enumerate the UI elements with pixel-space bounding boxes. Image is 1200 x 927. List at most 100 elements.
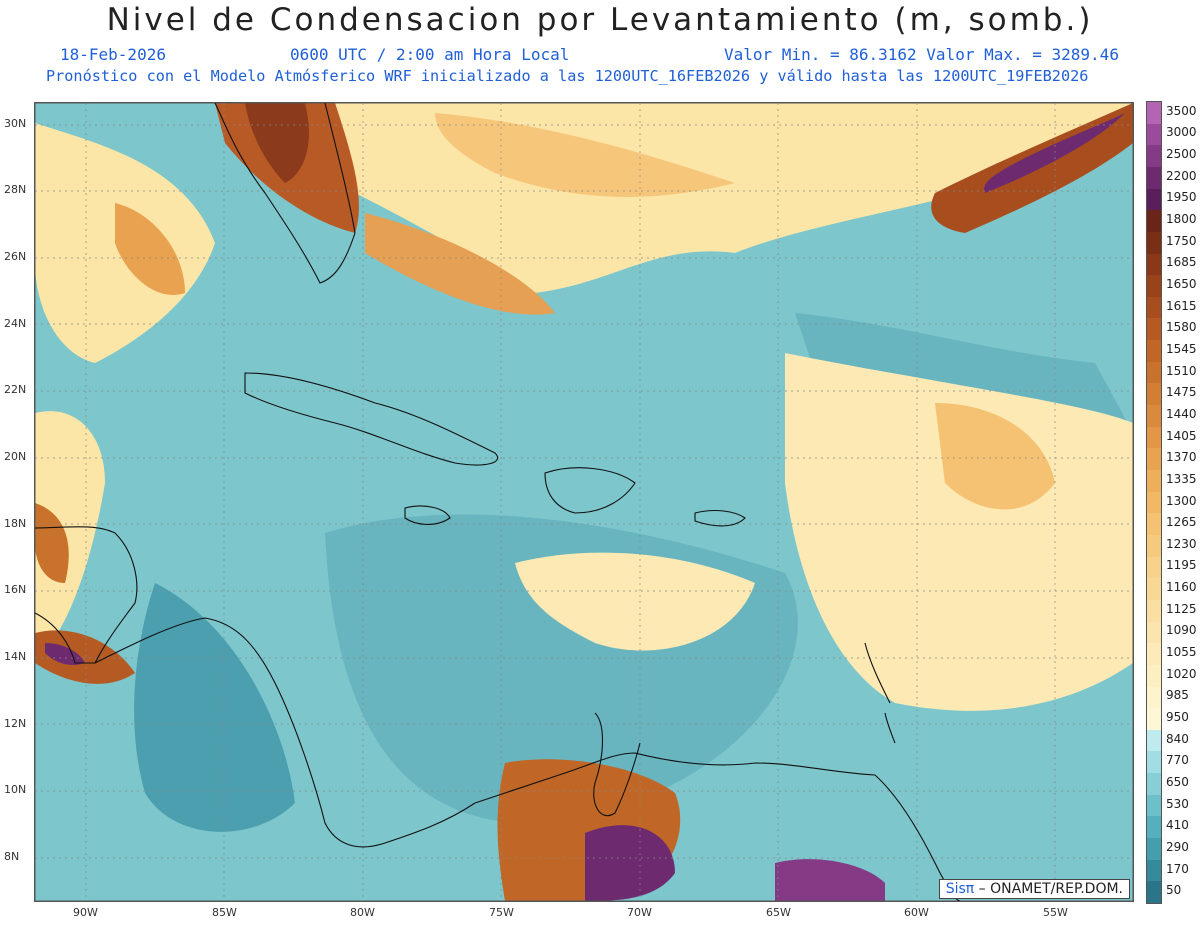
colorbar-label: 1685 [1166, 255, 1197, 270]
lat-label: 26N [4, 250, 27, 263]
colorbar-label: 1160 [1166, 580, 1197, 595]
colorbar-label: 290 [1166, 839, 1189, 854]
guatemala-peak [45, 643, 85, 665]
colorbar-label: 1370 [1166, 450, 1197, 465]
colorbar-label: 1615 [1166, 298, 1197, 313]
colorbar-swatch [1147, 816, 1161, 839]
colorbar-swatch [1147, 578, 1161, 601]
colorbar-swatch [1147, 426, 1161, 449]
colorbar-label: 1230 [1166, 536, 1197, 551]
credit-brand: Sisπ [945, 881, 975, 897]
lon-label: 65W [766, 906, 791, 919]
east-caribbean-high [785, 353, 1133, 711]
value-range: Valor Min. = 86.3162 Valor Max. = 3289.4… [724, 45, 1119, 64]
yucatan-high [35, 411, 105, 663]
yucatan-core [35, 503, 69, 583]
colorbar-swatch [1147, 383, 1161, 406]
low-lcl-central-america [134, 583, 295, 832]
colorbar-swatch [1147, 664, 1161, 687]
colorbar-swatch [1147, 751, 1161, 774]
south-peak [775, 859, 885, 901]
lat-label: 14N [4, 650, 27, 663]
colorbar-label: 170 [1166, 861, 1189, 876]
colorbar-label: 3000 [1166, 125, 1197, 140]
colorbar-label: 840 [1166, 731, 1189, 746]
colorbar-label: 1510 [1166, 363, 1197, 378]
colorbar-label: 1475 [1166, 385, 1197, 400]
venezuela-peak [585, 825, 675, 901]
colorbar-label: 1650 [1166, 277, 1197, 291]
guatemala-high [35, 630, 135, 684]
colorbar-label: 1020 [1166, 666, 1197, 681]
colorbar-label: 1300 [1166, 493, 1197, 508]
colorbar-label: 650 [1166, 774, 1189, 789]
colorbar-swatch [1147, 253, 1161, 276]
lat-label: 28N [4, 183, 27, 196]
colorbar-swatch [1147, 318, 1161, 341]
forecast-date: 18-Feb-2026 [60, 45, 166, 64]
ne-peak [984, 113, 1125, 193]
lat-label: 20N [4, 450, 27, 463]
colorbar-label: 1195 [1166, 558, 1197, 573]
colorbar-label: 1580 [1166, 320, 1197, 335]
colorbar-label: 985 [1166, 688, 1189, 703]
lon-label: 75W [489, 906, 514, 919]
lat-label: 18N [4, 517, 27, 530]
lon-label: 70W [627, 906, 652, 919]
colorbar-label: 410 [1166, 818, 1189, 833]
colorbar-swatch [1147, 513, 1161, 536]
warm-band-north [435, 113, 735, 197]
colorbar-label: 770 [1166, 753, 1189, 768]
colorbar-label: 1545 [1166, 341, 1197, 356]
colorbar-swatch [1147, 123, 1161, 146]
colorbar-swatch [1147, 686, 1161, 709]
florida-core [245, 103, 309, 183]
colorbar-swatch [1147, 773, 1161, 796]
lat-label: 22N [4, 383, 27, 396]
colorbar-swatch [1147, 102, 1161, 125]
colorbar-label: 1265 [1166, 515, 1197, 530]
colorbar-label: 1440 [1166, 406, 1197, 421]
colorbar-swatch [1147, 838, 1161, 861]
lat-label: 8N [4, 850, 20, 863]
colorbar-label: 1950 [1166, 190, 1197, 205]
coastlines [35, 103, 961, 901]
colorbar-swatch [1147, 556, 1161, 579]
colorbar-swatch [1147, 296, 1161, 319]
lat-label: 10N [4, 783, 27, 796]
colorbar-swatch [1147, 210, 1161, 233]
colorbar-swatch [1147, 145, 1161, 168]
colorbar-swatch [1147, 534, 1161, 558]
lat-label: 30N [4, 117, 27, 130]
colorbar-label: 2500 [1166, 147, 1197, 162]
colorbar-label: 1750 [1166, 233, 1197, 248]
colorbar-label: 530 [1166, 796, 1189, 811]
colorbar-swatch [1147, 643, 1161, 666]
colorbar-swatch [1147, 188, 1161, 211]
colorbar-label: 950 [1166, 709, 1189, 724]
colorbar-swatch [1147, 491, 1161, 514]
colorbar-label: 50 [1166, 883, 1182, 898]
colorbar-swatch [1147, 166, 1161, 190]
lon-label: 85W [212, 906, 237, 919]
lon-label: 90W [73, 906, 98, 919]
colorbar-swatch [1147, 275, 1161, 298]
colorbar-label: 1090 [1166, 623, 1197, 638]
colorbar-swatch [1147, 599, 1161, 623]
credit-text: – ONAMET/REP.DOM. [974, 881, 1123, 897]
colorbar-label: 1800 [1166, 212, 1197, 227]
lon-label: 55W [1043, 906, 1068, 919]
colorbar-swatch [1147, 881, 1161, 904]
colorbar-swatch [1147, 470, 1161, 493]
lcl-map [34, 102, 1134, 902]
colorbar-swatch [1147, 231, 1161, 255]
colorbar-swatch [1147, 794, 1161, 817]
lon-label: 80W [350, 906, 375, 919]
model-info: Pronóstico con el Modelo Atmósferico WRF… [46, 67, 1089, 85]
gulf-core [115, 203, 185, 295]
colorbar-swatch [1147, 361, 1161, 384]
lat-label: 16N [4, 583, 27, 596]
colorbar-swatch [1147, 708, 1161, 731]
colorbar-label: 1405 [1166, 428, 1197, 443]
colorbar-label: 1055 [1166, 645, 1197, 660]
